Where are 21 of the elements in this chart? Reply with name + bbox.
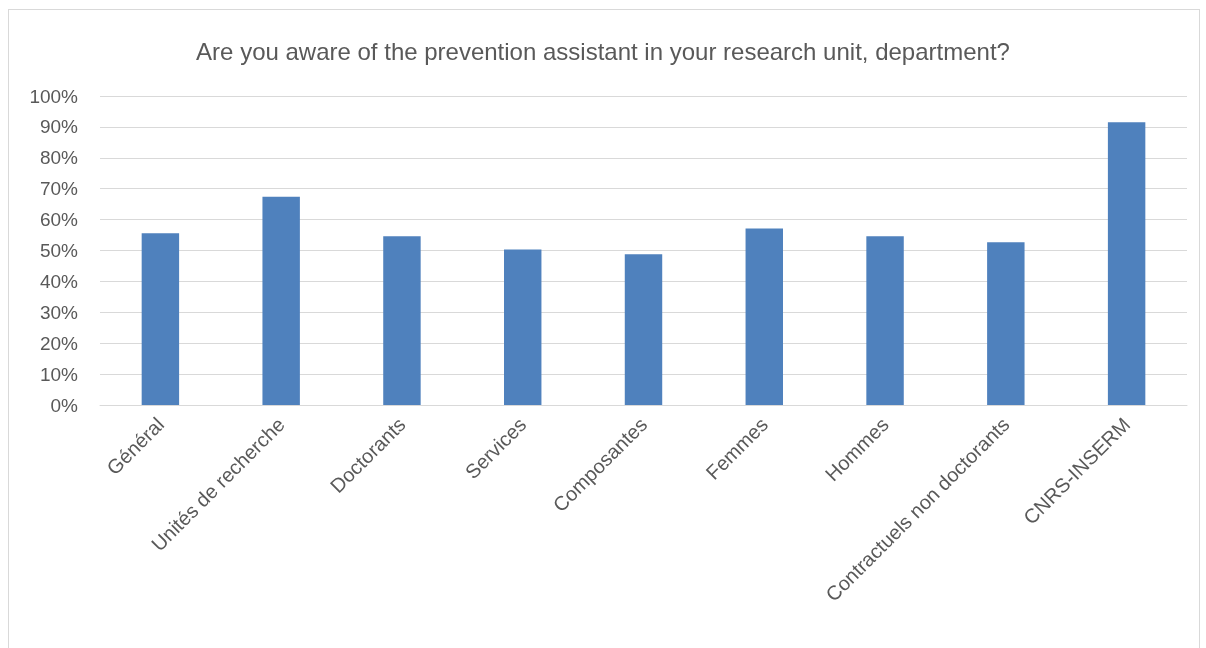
bar bbox=[745, 228, 783, 405]
y-tick-label: 90% bbox=[39, 116, 79, 138]
chart-title: Are you aware of the prevention assistant in your research unit, department? bbox=[196, 37, 1010, 65]
y-tick-label: 40% bbox=[39, 270, 79, 292]
bar bbox=[987, 242, 1025, 405]
y-tick-label: 70% bbox=[39, 178, 79, 200]
bar bbox=[504, 249, 542, 405]
bar bbox=[262, 196, 300, 405]
bar bbox=[866, 236, 904, 405]
y-tick-label: 0% bbox=[50, 394, 79, 416]
bar bbox=[141, 233, 180, 405]
bar bbox=[383, 236, 421, 405]
y-tick-label: 10% bbox=[39, 363, 79, 385]
y-tick-label: 60% bbox=[39, 209, 79, 231]
bar bbox=[1107, 122, 1146, 405]
bar bbox=[624, 254, 663, 405]
y-tick-label: 20% bbox=[39, 332, 79, 354]
y-tick-label: 80% bbox=[39, 147, 79, 169]
y-tick-label: 30% bbox=[39, 301, 79, 323]
y-tick-label: 50% bbox=[39, 240, 79, 261]
y-tick-label: 100% bbox=[29, 85, 79, 107]
